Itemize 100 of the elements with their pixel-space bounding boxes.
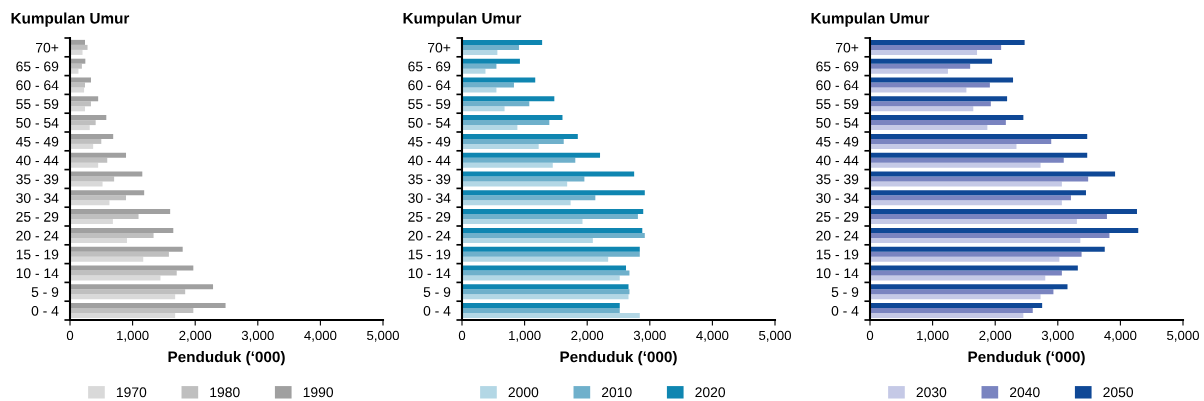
bar: [870, 143, 1017, 149]
bar: [462, 82, 514, 88]
x-axis-title: Penduduk (‘000): [968, 351, 1085, 366]
bar: [870, 181, 1062, 187]
x-tick-label: 1,000: [917, 330, 949, 342]
bar: [70, 133, 114, 139]
x-tick-label: 4,000: [304, 330, 337, 342]
bar: [70, 115, 107, 121]
bar: [462, 96, 555, 102]
bar: [70, 308, 194, 314]
bar: [870, 176, 1089, 182]
bar: [462, 63, 497, 69]
bar: [462, 214, 638, 220]
y-tick-label: 40 - 44: [15, 155, 59, 166]
bar: [462, 106, 505, 112]
y-tick-label: 20 - 24: [408, 230, 451, 241]
bar: [462, 270, 630, 276]
bar: [462, 195, 596, 201]
legend-label: 2040: [1009, 387, 1040, 398]
bar: [462, 289, 630, 295]
y-tick-label: 0 - 4: [831, 305, 859, 316]
bar: [70, 232, 154, 238]
bar: [462, 157, 576, 163]
bar: [870, 120, 1006, 126]
x-tick-label: 1,000: [117, 330, 149, 342]
bar: [462, 200, 571, 206]
bar: [462, 284, 629, 290]
y-tick-label: 55 - 59: [16, 99, 59, 109]
y-tick-label: 5 - 9: [31, 287, 59, 297]
x-axis-title: Penduduk (‘000): [560, 351, 677, 366]
bar: [870, 82, 990, 88]
bar: [462, 143, 539, 149]
bar: [870, 294, 1041, 300]
bar: [462, 246, 640, 252]
y-tick-label: 35 - 39: [408, 174, 451, 185]
y-tick-label: 15 - 19: [16, 249, 59, 260]
bar: [70, 181, 103, 187]
y-tick-label: 30 - 34: [16, 193, 59, 203]
bar: [462, 181, 568, 187]
bar: [462, 251, 640, 257]
bar: [870, 308, 1033, 314]
bar: [870, 195, 1071, 201]
bar: [462, 115, 563, 121]
x-tick-label: 5,000: [759, 330, 791, 342]
y-tick-label: 50 - 54: [16, 117, 59, 128]
bar: [70, 171, 143, 177]
bar: [870, 284, 1068, 290]
bar: [870, 39, 1025, 45]
y-tick-label: 50 - 54: [816, 117, 859, 128]
bar: [70, 195, 127, 201]
y-axis-title: Kumpulan Umur: [811, 12, 930, 27]
bar: [870, 232, 1110, 238]
bar: [70, 294, 176, 300]
bar: [462, 101, 530, 107]
y-tick-label: 5 - 9: [423, 287, 451, 297]
bar: [870, 58, 993, 64]
x-tick-label: 4,000: [1104, 330, 1137, 342]
bar: [70, 209, 171, 215]
y-tick-label: 35 - 39: [16, 174, 59, 185]
bar: [462, 265, 627, 271]
bar: [70, 96, 99, 102]
x-tick-label: 2,000: [571, 330, 604, 342]
x-tick-label: 2,000: [179, 330, 212, 342]
bar: [70, 313, 176, 319]
bar: [70, 200, 110, 206]
y-tick-label: 30 - 34: [408, 193, 451, 203]
bar: [870, 115, 1024, 121]
bar: [462, 176, 585, 182]
legend-label: 1990: [303, 387, 334, 398]
bar: [70, 58, 86, 64]
bar: [70, 44, 88, 50]
y-tick-label: 65 - 69: [816, 61, 859, 72]
bar: [462, 162, 553, 168]
bar: [70, 289, 186, 295]
bar: [70, 106, 86, 112]
bar: [462, 133, 578, 139]
bar: [70, 49, 83, 55]
y-tick-label: 10 - 14: [408, 268, 451, 279]
bar: [70, 162, 99, 168]
bar: [70, 275, 161, 281]
y-tick-label: 60 - 64: [408, 80, 451, 91]
bar: [70, 125, 90, 131]
legend-label: 2050: [1103, 387, 1134, 398]
bar: [70, 214, 139, 220]
bar: [70, 246, 183, 252]
bar: [870, 87, 967, 93]
y-tick-label: 60 - 64: [16, 80, 59, 91]
bar: [870, 133, 1088, 139]
bar: [870, 270, 1062, 276]
y-tick-label: 35 - 39: [816, 174, 859, 185]
bar: [70, 176, 115, 182]
bar: [870, 138, 1052, 144]
bar: [462, 209, 644, 215]
bar: [70, 219, 113, 225]
y-axis-title: Kumpulan Umur: [11, 12, 130, 27]
legend-label: 2010: [601, 387, 632, 398]
y-tick-label: 0 - 4: [423, 305, 451, 316]
x-tick-label: 2,000: [979, 330, 1012, 342]
y-tick-label: 40 - 44: [815, 155, 859, 166]
bar: [70, 237, 127, 243]
